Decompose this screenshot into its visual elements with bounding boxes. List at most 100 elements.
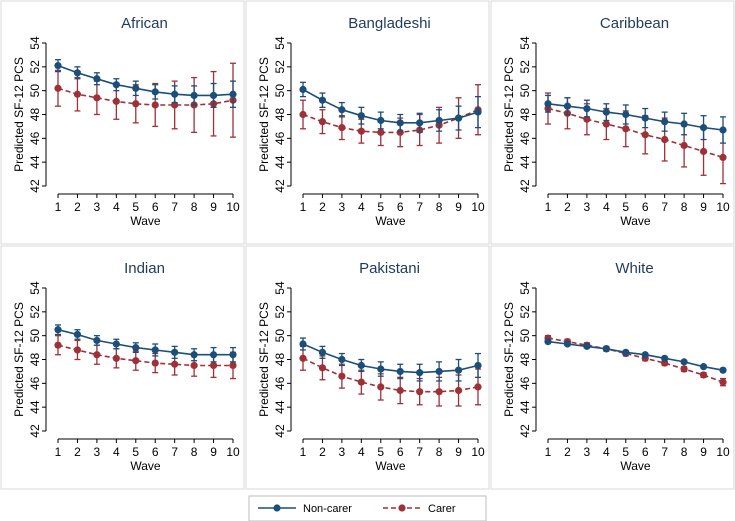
y-tick-label: 44 (273, 155, 287, 169)
data-point-carer (699, 147, 708, 156)
legend-label-carer: Carer (428, 503, 456, 515)
data-point-carer (132, 357, 140, 365)
x-tick-label: 3 (584, 200, 591, 214)
y-tick-label: 42 (273, 179, 287, 193)
x-tick-label: 8 (436, 200, 443, 214)
series-noncarer (299, 337, 482, 382)
y-tick-label: 50 (518, 84, 532, 98)
data-point-noncarer (209, 351, 218, 359)
data-point-carer (641, 131, 649, 139)
x-tick-label: 6 (642, 200, 649, 214)
y-tick-label: 44 (518, 155, 532, 169)
panel-caribbean: Caribbean 42 44 46 48 50 52 54 1 2 3 4 5 6 7 8 9 10 Wave Pr… (490, 0, 735, 245)
data-point-noncarer (338, 355, 346, 364)
data-point-carer (357, 127, 365, 135)
x-tick-label: 6 (152, 200, 159, 214)
x-tick-label: 7 (171, 445, 178, 459)
data-point-carer (112, 97, 120, 105)
data-point-noncarer (474, 361, 482, 370)
x-tick-label: 2 (319, 445, 326, 459)
legend: Non-carer Carer (248, 495, 487, 521)
y-tick-label: 54 (28, 281, 42, 295)
series-noncarer (299, 81, 482, 134)
data-point-noncarer (622, 348, 630, 356)
legend-key-marker-carer (398, 504, 406, 512)
x-axis-title: Wave (620, 459, 651, 473)
data-point-carer (73, 346, 82, 354)
data-point-noncarer (132, 84, 140, 92)
data-point-carer (680, 365, 688, 373)
data-point-carer (318, 364, 327, 372)
x-tick-label: 2 (564, 200, 571, 214)
y-tick-label: 50 (28, 84, 42, 98)
x-tick-label: 10 (226, 445, 240, 459)
y-tick-label: 44 (273, 400, 287, 414)
x-tick-label: 7 (416, 445, 423, 459)
panel-background (0, 0, 245, 245)
data-point-noncarer (474, 108, 482, 116)
x-tick-label: 10 (471, 200, 485, 214)
data-point-noncarer (661, 118, 669, 126)
x-tick-label: 3 (94, 445, 101, 459)
data-point-noncarer (54, 326, 62, 334)
x-axis-title: Wave (130, 214, 161, 228)
x-tick-label: 1 (300, 200, 307, 214)
data-point-noncarer (583, 104, 591, 113)
panel-background (490, 245, 735, 490)
data-point-noncarer (396, 367, 404, 376)
x-tick-label: 6 (397, 200, 404, 214)
y-axis-title: Predicted SF-12 PCS (502, 57, 516, 172)
y-tick-label: 42 (518, 424, 532, 438)
y-tick-label: 50 (273, 84, 287, 98)
data-point-noncarer (622, 110, 630, 119)
data-point-noncarer (563, 340, 572, 348)
x-tick-label: 2 (74, 445, 81, 459)
data-point-carer (73, 90, 82, 98)
data-point-carer (699, 371, 708, 379)
data-point-carer (229, 361, 237, 370)
data-point-carer (435, 388, 443, 396)
x-tick-label: 7 (661, 200, 668, 214)
data-point-noncarer (719, 126, 727, 134)
data-point-noncarer (151, 346, 159, 354)
data-point-noncarer (299, 340, 307, 348)
y-tick-label: 52 (273, 305, 287, 319)
data-point-noncarer (377, 116, 385, 125)
series-noncarer (544, 94, 727, 144)
x-tick-label: 6 (152, 445, 159, 459)
y-tick-label: 54 (273, 281, 287, 295)
x-tick-label: 1 (545, 200, 552, 214)
data-point-carer (318, 118, 327, 126)
x-tick-label: 9 (210, 200, 217, 214)
x-axis-title: Wave (375, 459, 406, 473)
x-tick-label: 3 (339, 200, 346, 214)
series-line-noncarer (547, 340, 724, 371)
x-tick-label: 5 (132, 445, 139, 459)
data-point-carer (190, 361, 198, 370)
data-point-carer (680, 141, 688, 150)
panel-indian: Indian 42 44 46 48 50 52 54 1 2 3 4 5 6 7 8 9 10 Wave Predi… (0, 245, 245, 490)
data-point-noncarer (454, 366, 463, 374)
data-point-noncarer (416, 119, 424, 127)
x-tick-label: 5 (622, 445, 629, 459)
data-point-noncarer (602, 345, 610, 353)
y-tick-label: 52 (518, 60, 532, 74)
data-point-noncarer (699, 124, 708, 132)
x-tick-label: 2 (319, 200, 326, 214)
x-tick-label: 8 (681, 200, 688, 214)
legend-label-noncarer: Non-carer (303, 503, 352, 515)
x-tick-label: 5 (132, 200, 139, 214)
data-point-noncarer (209, 91, 218, 100)
x-tick-label: 4 (603, 200, 610, 214)
series-line-carer (57, 344, 233, 367)
series-carer (544, 334, 727, 387)
data-point-noncarer (357, 112, 365, 120)
x-tick-label: 4 (603, 445, 610, 459)
data-point-noncarer (151, 88, 159, 96)
data-point-noncarer (54, 62, 62, 70)
data-point-carer (132, 100, 140, 108)
y-tick-label: 50 (273, 329, 287, 343)
data-point-carer (93, 94, 101, 102)
data-point-noncarer (112, 340, 120, 348)
